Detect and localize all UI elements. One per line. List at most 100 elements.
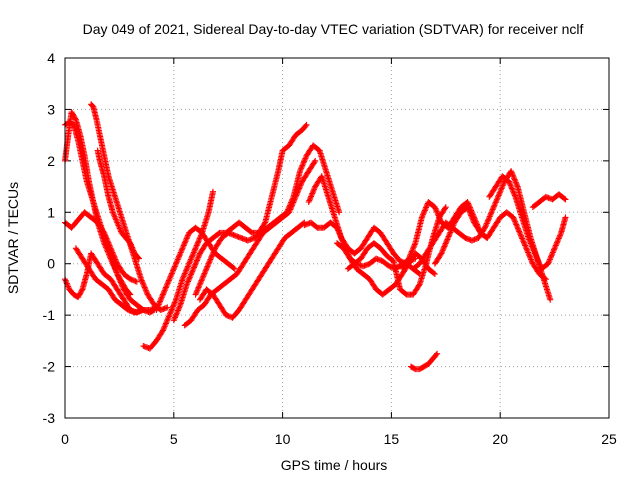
data-point <box>160 290 167 297</box>
data-point <box>438 250 445 257</box>
series-track-l <box>196 219 308 321</box>
data-point <box>486 213 493 220</box>
data-point <box>110 250 117 257</box>
data-marks <box>62 101 569 373</box>
data-point <box>167 310 174 317</box>
data-point <box>440 246 447 253</box>
data-point <box>434 209 441 216</box>
series-track-i <box>153 224 238 313</box>
data-point <box>171 300 178 307</box>
data-point <box>433 208 440 215</box>
data-point <box>161 288 168 295</box>
data-point <box>550 248 557 255</box>
data-point <box>202 267 209 274</box>
data-point <box>418 214 425 221</box>
data-point <box>171 263 178 270</box>
data-point <box>187 256 194 263</box>
data-point <box>204 263 211 270</box>
series-track-q <box>344 204 449 298</box>
data-point <box>431 271 438 277</box>
data-point <box>534 257 541 264</box>
data-point <box>174 307 181 314</box>
data-point <box>188 271 195 278</box>
data-point <box>162 285 169 292</box>
data-point <box>155 302 162 309</box>
data-point <box>444 236 451 243</box>
data-point <box>160 326 167 333</box>
data-point <box>311 159 318 166</box>
data-point <box>468 213 475 220</box>
data-point <box>117 278 124 285</box>
data-point <box>113 268 120 275</box>
data-point <box>299 161 306 168</box>
series-track-t <box>431 204 549 283</box>
data-point <box>183 235 190 242</box>
data-point <box>435 212 442 219</box>
data-point <box>492 200 499 207</box>
plot-frame <box>64 57 610 419</box>
data-point <box>190 249 197 256</box>
data-point <box>491 202 498 209</box>
data-point <box>521 241 528 248</box>
data-point <box>406 252 413 259</box>
data-point <box>439 247 446 254</box>
data-point <box>485 216 492 223</box>
data-point <box>562 196 569 203</box>
data-point <box>181 241 188 248</box>
data-point <box>178 246 185 253</box>
data-point <box>511 217 518 224</box>
data-point <box>185 278 192 285</box>
data-point <box>409 245 416 252</box>
data-point <box>469 215 476 222</box>
chart-title: Day 049 of 2021, Sidereal Day-to-day VTE… <box>83 21 584 37</box>
data-point <box>193 290 200 297</box>
data-point <box>164 280 171 287</box>
data-point <box>139 280 146 287</box>
data-point <box>206 257 213 264</box>
data-point <box>111 253 118 260</box>
data-point <box>555 235 562 242</box>
x-tick-label: 25 <box>601 431 617 447</box>
data-point <box>433 206 440 213</box>
data-point <box>205 260 212 267</box>
data-point <box>496 191 503 198</box>
data-point <box>100 228 107 235</box>
data-point <box>308 193 315 200</box>
data-point <box>415 282 422 289</box>
data-point <box>158 294 165 301</box>
data-point <box>283 209 290 216</box>
data-point <box>508 184 515 191</box>
data-point <box>177 249 184 256</box>
data-point <box>510 214 517 221</box>
data-point <box>162 320 169 327</box>
data-point <box>176 303 183 310</box>
data-point <box>187 257 194 264</box>
data-point <box>166 312 173 319</box>
data-point <box>554 238 561 245</box>
data-point <box>307 194 314 201</box>
data-point <box>513 221 520 228</box>
data-point <box>161 323 168 330</box>
data-point <box>181 271 188 278</box>
data-point <box>450 222 457 229</box>
data-point <box>174 257 181 264</box>
data-point <box>172 260 179 267</box>
data-point <box>165 313 172 320</box>
data-point <box>155 301 162 308</box>
data-point <box>449 225 456 232</box>
data-point <box>500 179 507 186</box>
series-track-v <box>529 191 569 211</box>
data-point <box>196 251 203 258</box>
data-point <box>548 252 555 259</box>
data-point <box>196 236 203 243</box>
data-point <box>110 252 117 259</box>
x-axis-label: GPS time / hours <box>281 457 388 473</box>
data-point <box>195 254 202 261</box>
data-point <box>561 195 568 202</box>
data-point <box>505 178 512 185</box>
data-point <box>482 223 489 230</box>
data-point <box>525 250 532 257</box>
data-point <box>306 197 313 204</box>
data-point <box>184 264 191 271</box>
